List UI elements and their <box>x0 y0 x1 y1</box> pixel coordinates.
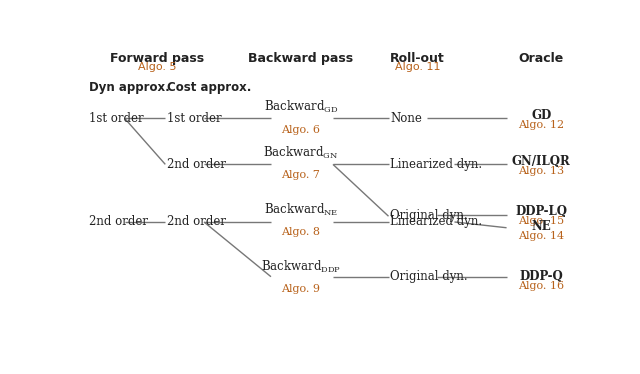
Text: Backward$_{\mathregular{GD}}$: Backward$_{\mathregular{GD}}$ <box>264 99 338 116</box>
Text: Algo. 9: Algo. 9 <box>281 285 320 294</box>
Text: GD: GD <box>531 109 552 122</box>
Text: Algo. 16: Algo. 16 <box>518 281 564 291</box>
Text: Backward$_{\mathregular{NE}}$: Backward$_{\mathregular{NE}}$ <box>264 202 338 218</box>
Text: Backward$_{\mathregular{GN}}$: Backward$_{\mathregular{GN}}$ <box>263 144 339 161</box>
Text: 1st order: 1st order <box>167 112 221 125</box>
Text: Forward pass: Forward pass <box>110 52 204 65</box>
Text: Backward$_{\mathregular{DDP}}$: Backward$_{\mathregular{DDP}}$ <box>260 259 340 275</box>
Text: Roll-out: Roll-out <box>390 52 445 65</box>
Text: Algo. 15: Algo. 15 <box>518 215 564 226</box>
Text: 2nd order: 2nd order <box>89 215 148 229</box>
Text: Linearized dyn.: Linearized dyn. <box>390 158 482 171</box>
Text: Algo. 7: Algo. 7 <box>282 170 320 180</box>
Text: 2nd order: 2nd order <box>167 215 226 229</box>
Text: Algo. 13: Algo. 13 <box>518 166 564 176</box>
Text: Algo. 8: Algo. 8 <box>281 227 320 237</box>
Text: None: None <box>390 112 422 125</box>
Text: Oracle: Oracle <box>518 52 564 65</box>
Text: Algo. 12: Algo. 12 <box>518 120 564 130</box>
Text: Backward pass: Backward pass <box>248 52 353 65</box>
Text: 2nd order: 2nd order <box>167 158 226 171</box>
Text: Cost approx.: Cost approx. <box>167 81 251 94</box>
Text: Linearized dyn.: Linearized dyn. <box>390 215 482 229</box>
Text: NE: NE <box>531 220 551 233</box>
Text: Dyn approx.: Dyn approx. <box>89 81 170 94</box>
Text: DDP-Q: DDP-Q <box>520 270 563 283</box>
Text: 1st order: 1st order <box>89 112 143 125</box>
Text: Algo. 11: Algo. 11 <box>394 62 440 72</box>
Text: Algo. 14: Algo. 14 <box>518 230 564 240</box>
Text: GN/ILQR: GN/ILQR <box>512 155 571 168</box>
Text: Original dyn.: Original dyn. <box>390 270 468 283</box>
Text: Original dyn.: Original dyn. <box>390 209 468 222</box>
Text: Algo. 5: Algo. 5 <box>138 62 176 72</box>
Text: Algo. 6: Algo. 6 <box>281 125 320 135</box>
Text: DDP-LQ: DDP-LQ <box>515 205 567 218</box>
